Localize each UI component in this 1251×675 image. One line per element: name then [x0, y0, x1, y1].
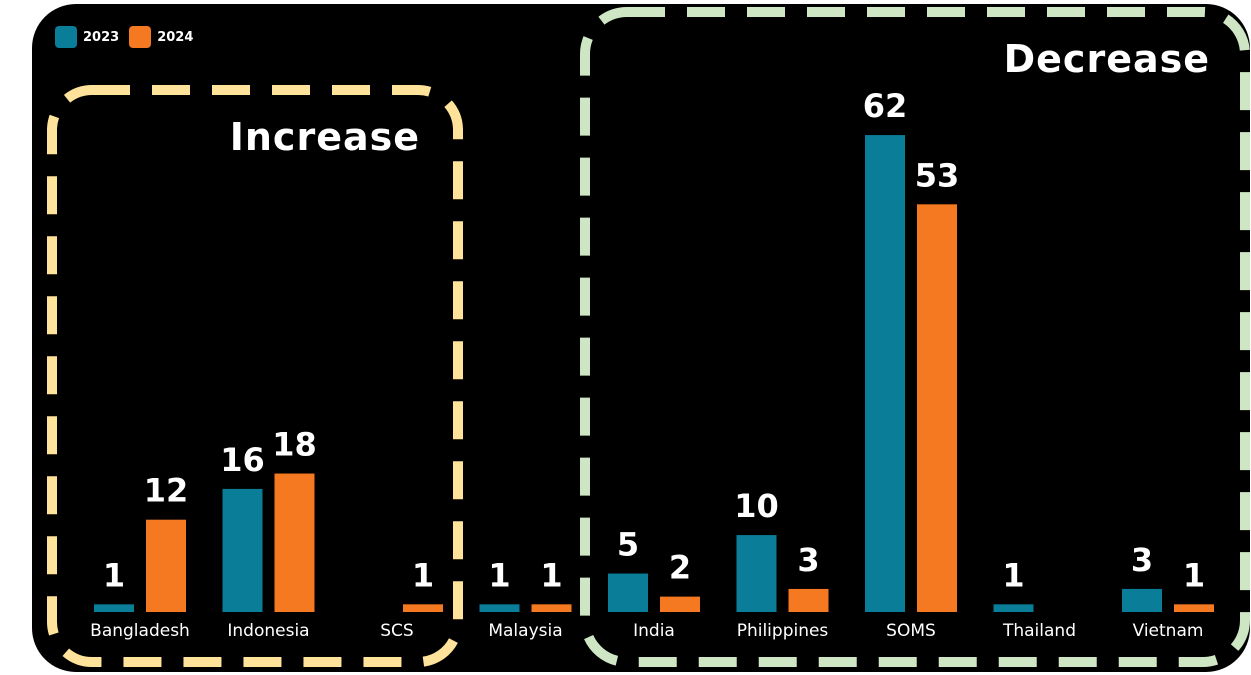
decrease-box-title: Decrease: [1004, 37, 1210, 81]
increase-group-box: [47, 85, 463, 667]
data-label-bangladesh-2023: 1: [103, 556, 125, 594]
bar-thailand-2023: [993, 604, 1034, 612]
legend-swatch-2024: [129, 26, 152, 48]
bar-vietnam-2024: [1174, 604, 1214, 612]
bar-bangladesh-2024: [146, 519, 186, 612]
data-label-scs-2024: 1: [412, 556, 434, 594]
data-label-malaysia-2024: 1: [540, 556, 562, 594]
category-label-malaysia: Malaysia: [488, 621, 562, 641]
category-label-vietnam: Vietnam: [1133, 621, 1204, 641]
bars-layer: [94, 135, 1214, 613]
category-label-scs: SCS: [380, 621, 413, 641]
data-label-indonesia-2023: 16: [220, 441, 265, 479]
data-label-malaysia-2023: 1: [488, 556, 510, 594]
data-label-vietnam-2023: 3: [1131, 541, 1153, 579]
data-label-india-2023: 5: [617, 526, 639, 564]
legend-swatch-2023: [55, 26, 77, 48]
data-label-soms-2023: 62: [863, 87, 908, 125]
bar-malaysia-2024: [531, 604, 572, 612]
category-label-thailand: Thailand: [1002, 621, 1076, 641]
category-label-soms: SOMS: [886, 621, 936, 641]
bar-malaysia-2023: [479, 604, 520, 612]
bar-india-2023: [608, 573, 648, 612]
data-label-philippines-2023: 10: [734, 487, 779, 525]
data-label-philippines-2024: 3: [797, 541, 819, 579]
bar-vietnam-2023: [1122, 588, 1162, 612]
category-label-bangladesh: Bangladesh: [90, 621, 190, 641]
category-label-philippines: Philippines: [737, 621, 829, 641]
legend-item-2023: 2023: [55, 26, 119, 48]
category-label-indonesia: Indonesia: [227, 621, 309, 641]
legend-item-2024: 2024: [129, 26, 193, 48]
data-label-india-2024: 2: [669, 549, 691, 587]
data-label-vietnam-2024: 1: [1183, 556, 1205, 594]
bar-soms-2023: [865, 135, 905, 613]
legend-label-2023: 2023: [83, 29, 120, 45]
bar-soms-2024: [917, 204, 957, 613]
bar-indonesia-2024: [274, 473, 315, 612]
data-label-bangladesh-2024: 12: [144, 472, 189, 510]
bar-indonesia-2023: [222, 488, 263, 612]
increase-box-title: Increase: [230, 115, 420, 159]
bar-bangladesh-2023: [94, 604, 134, 612]
bar-philippines-2023: [736, 535, 777, 612]
data-label-thailand-2023: 1: [1002, 556, 1024, 594]
category-label-india: India: [633, 621, 675, 641]
data-label-indonesia-2024: 18: [272, 426, 317, 464]
decrease-group-box: [580, 7, 1250, 667]
data-label-soms-2024: 53: [915, 156, 960, 194]
bar-philippines-2024: [788, 588, 829, 612]
bar-scs-2024: [403, 604, 443, 612]
bar-india-2024: [660, 596, 700, 612]
legend: 2023 2024: [55, 26, 193, 48]
legend-label-2024: 2024: [157, 29, 194, 45]
